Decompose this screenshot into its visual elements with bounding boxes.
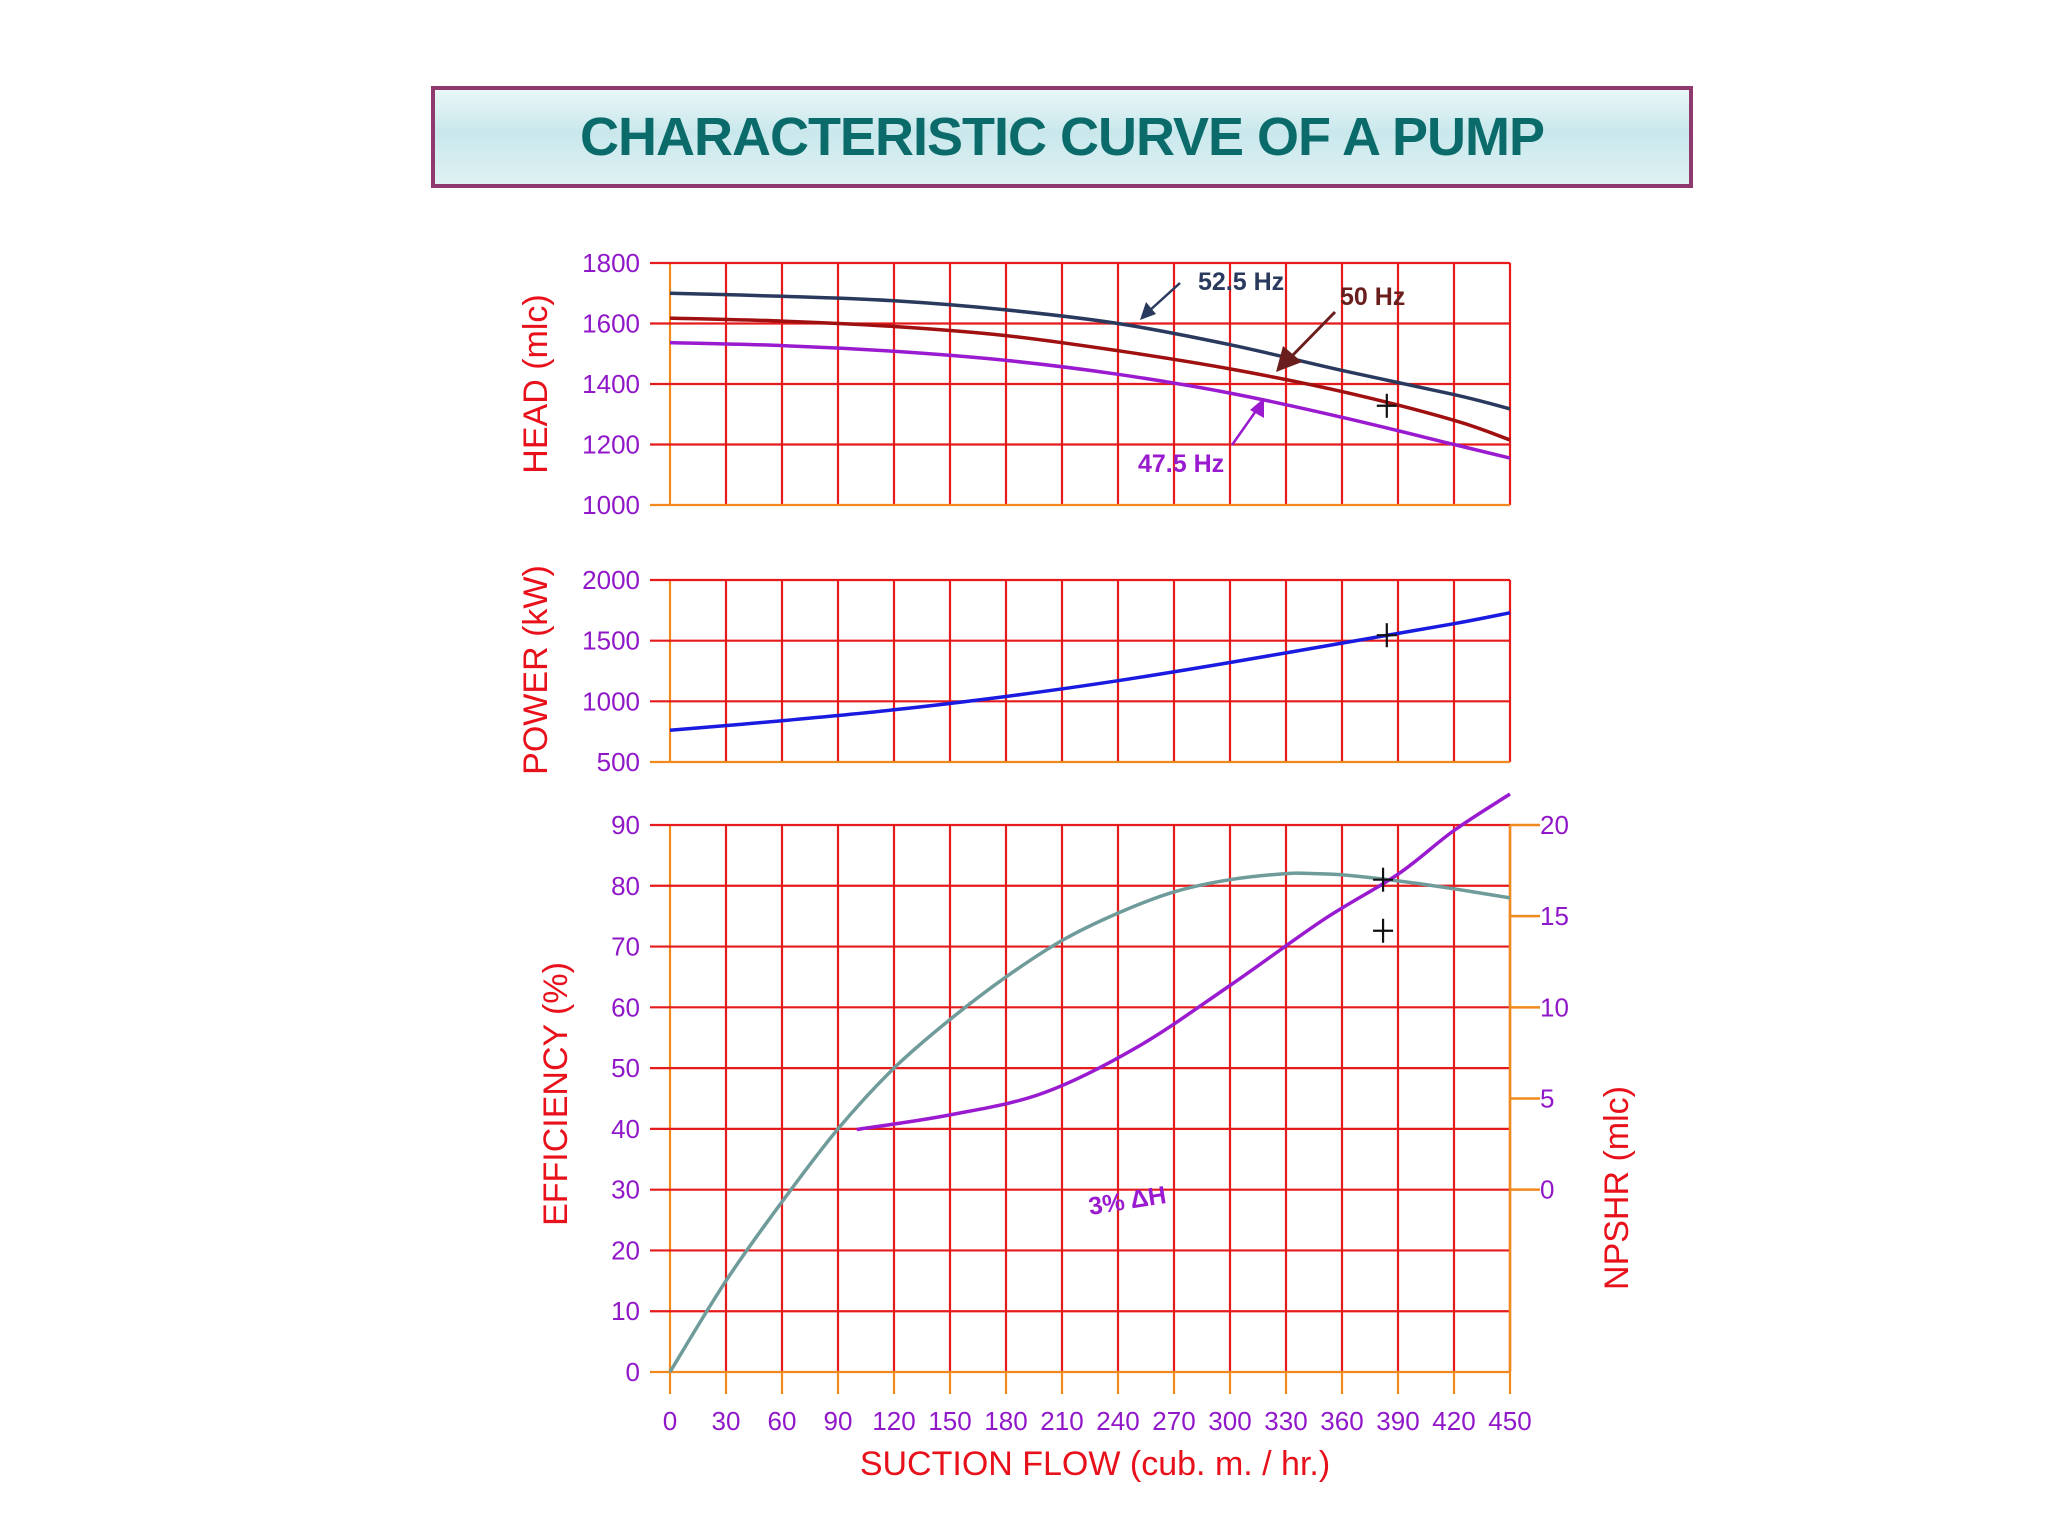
x-tick-label: 240 — [1096, 1406, 1139, 1436]
y-tick-label: 30 — [611, 1175, 640, 1205]
y-tick-label: 10 — [611, 1296, 640, 1326]
y-axis-title: POWER (kW) — [517, 565, 555, 775]
y-tick-label: 80 — [611, 871, 640, 901]
y-tick-label: 2000 — [582, 565, 640, 595]
x-tick-label: 300 — [1208, 1406, 1251, 1436]
x-tick-label: 0 — [663, 1406, 677, 1436]
right-y-tick-label: 15 — [1540, 901, 1569, 931]
annotation-label: 50 Hz — [1340, 283, 1405, 311]
head-series-line-2 — [669, 316, 1511, 442]
y-tick-label: 1400 — [582, 369, 640, 399]
y-tick-label: 90 — [611, 810, 640, 840]
y-axis-title: HEAD (mlc) — [517, 294, 555, 473]
x-tick-label: 60 — [768, 1406, 797, 1436]
annotation-label: 52.5 Hz — [1198, 268, 1284, 296]
y-tick-label: 1800 — [582, 248, 640, 278]
y-tick-label: 1600 — [582, 309, 640, 339]
y-tick-label: 1500 — [582, 626, 640, 656]
head-chart: 1000 1200 1400 1600 1800 HEAD (mlc) 52.5 Hz 50 … — [517, 248, 1512, 520]
x-tick-label: 30 — [712, 1406, 741, 1436]
y-tick-label: 40 — [611, 1114, 640, 1144]
x-tick-label: 270 — [1152, 1406, 1195, 1436]
annotation-label: 47.5 Hz — [1138, 450, 1224, 478]
y-tick-label: 1000 — [582, 490, 640, 520]
right-y-tick-label: 20 — [1540, 810, 1569, 840]
annotation-arrow — [1147, 282, 1181, 313]
x-tick-label: 360 — [1320, 1406, 1363, 1436]
annotation-label: 3% ΔH — [1087, 1181, 1169, 1221]
x-tick-label: 180 — [984, 1406, 1027, 1436]
title-banner: CHARACTERISTIC CURVE OF A PUMP — [431, 86, 1693, 188]
y-tick-label: 0 — [626, 1357, 640, 1387]
efficiency-npshr-chart: 0 10 20 30 40 50 60 70 80 90 EFFICIENCY (%) 0 5 10 15 2… — [537, 792, 1636, 1483]
x-tick-label: 450 — [1488, 1406, 1531, 1436]
y-tick-label: 70 — [611, 932, 640, 962]
x-tick-label: 150 — [928, 1406, 971, 1436]
y-tick-label: 20 — [611, 1235, 640, 1265]
y-tick-label: 500 — [597, 747, 640, 777]
right-y-tick-label: 0 — [1540, 1175, 1554, 1205]
annotation-arrow — [1230, 407, 1260, 446]
x-tick-label: 90 — [824, 1406, 853, 1436]
power-series-line — [669, 611, 1511, 732]
annotation-arrow — [1288, 310, 1337, 360]
npshr-series-line — [856, 792, 1511, 1132]
x-tick-label: 330 — [1264, 1406, 1307, 1436]
y-axis-title: EFFICIENCY (%) — [537, 962, 575, 1226]
page-title: CHARACTERISTIC CURVE OF A PUMP — [579, 107, 1545, 167]
efficiency-series-line — [668, 871, 1511, 1373]
x-tick-label: 120 — [872, 1406, 915, 1436]
x-tick-label: 420 — [1432, 1406, 1475, 1436]
right-y-tick-label: 5 — [1540, 1084, 1554, 1114]
y-tick-label: 1200 — [582, 430, 640, 460]
y-tick-label: 50 — [611, 1053, 640, 1083]
right-y-tick-label: 10 — [1540, 992, 1569, 1022]
x-tick-label: 210 — [1040, 1406, 1083, 1436]
head-series-line-3 — [669, 340, 1511, 460]
annotation-arrowhead — [1276, 346, 1302, 372]
head-series-line-1 — [669, 291, 1511, 411]
x-axis-title: SUCTION FLOW (cub. m. / hr.) — [860, 1445, 1330, 1483]
right-y-axis-title: NPSHR (mlc) — [1598, 1086, 1636, 1290]
annotation-arrowhead — [1250, 398, 1264, 418]
power-chart: 500 1000 1500 2000 POWER (kW) — [517, 565, 1512, 777]
y-tick-label: 1000 — [582, 686, 640, 716]
x-tick-label: 390 — [1376, 1406, 1419, 1436]
y-tick-label: 60 — [611, 992, 640, 1022]
annotation-arrowhead — [1140, 302, 1156, 320]
